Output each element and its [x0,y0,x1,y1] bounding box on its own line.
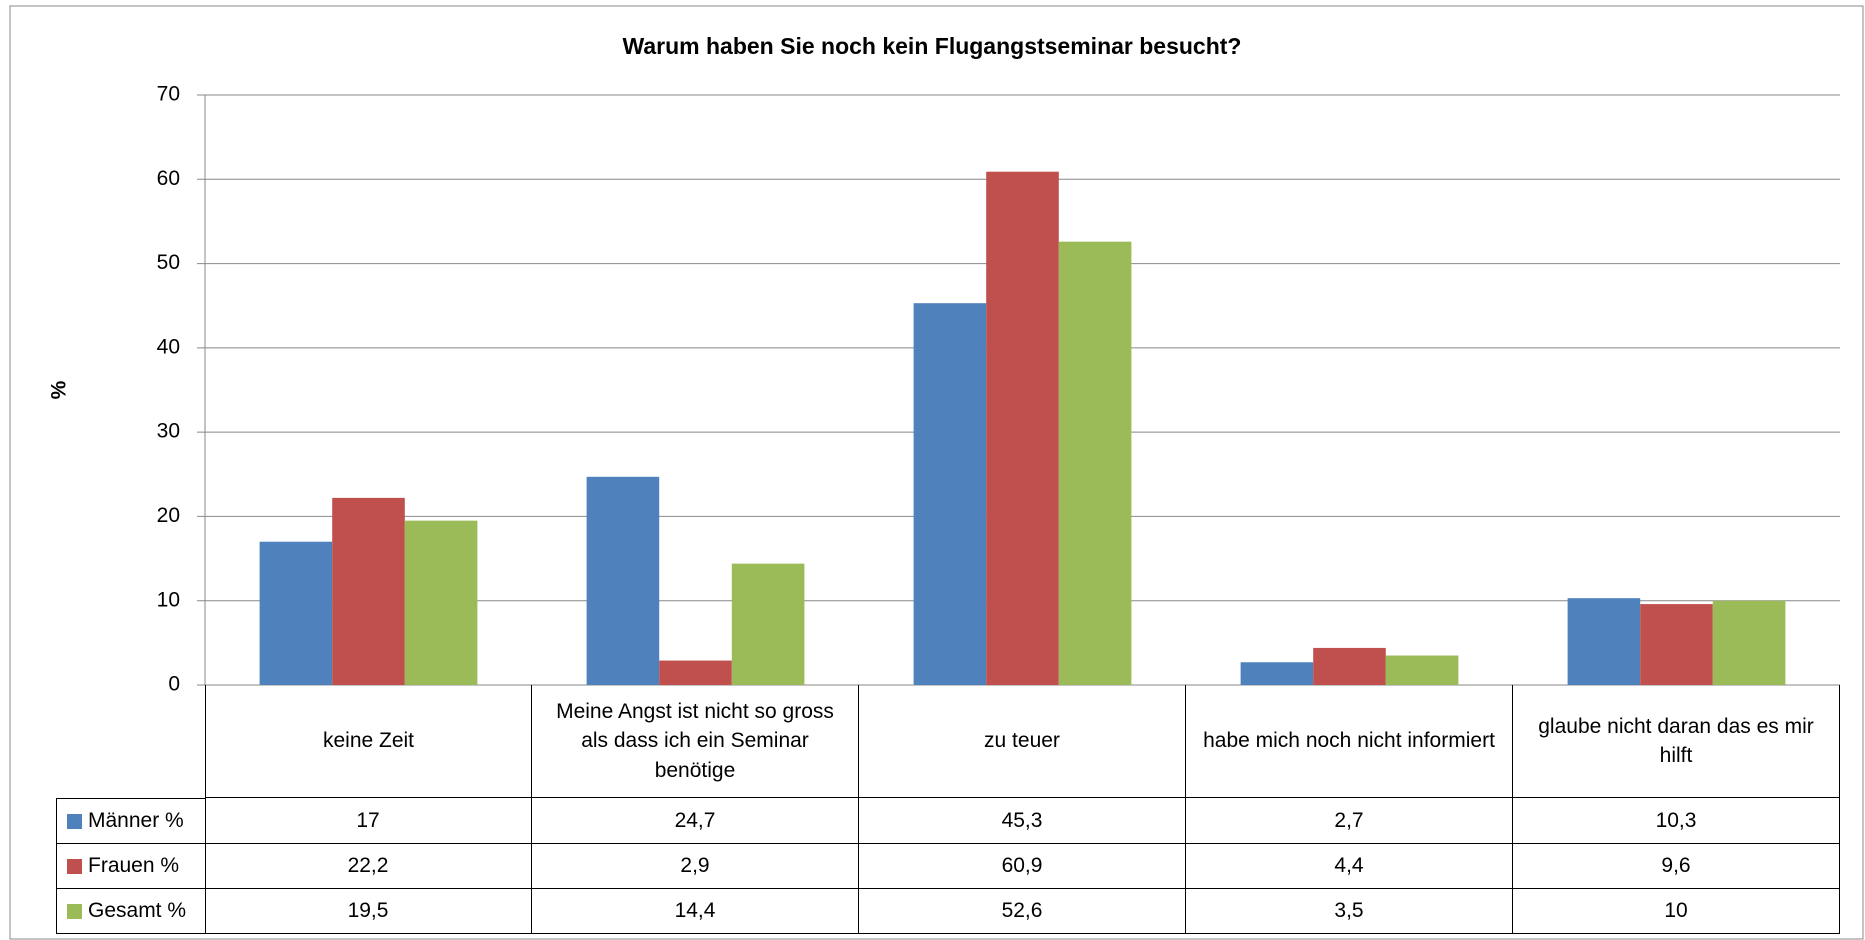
bar [731,563,805,685]
bar [659,660,732,685]
data-value: 52,6 [859,889,1186,934]
category-label: habe mich noch nicht informiert [1186,685,1513,798]
category-label: Meine Angst ist nicht so gross als dass … [532,685,859,798]
bar [1058,241,1132,685]
legend-entry: Frauen % [56,844,206,889]
y-tick-label: 50 [157,251,180,274]
y-tick-label: 60 [157,167,180,190]
legend-entry: Gesamt % [56,889,206,934]
bar [1712,600,1786,685]
bar [1240,662,1314,685]
data-value: 10,3 [1513,798,1840,844]
data-value: 60,9 [859,844,1186,889]
data-value: 17 [205,798,532,844]
data-value: 19,5 [205,889,532,934]
data-value: 9,6 [1513,844,1840,889]
legend-label: Männer % [88,809,184,833]
bar [1640,604,1713,685]
data-value: 24,7 [532,798,859,844]
chart-frame [9,5,1864,940]
data-value: 4,4 [1186,844,1513,889]
y-tick-label: 10 [157,588,180,611]
bar [259,541,333,685]
category-label: glaube nicht daran das es mir hilft [1513,685,1840,798]
y-tick-label: 40 [157,335,180,358]
category-label: zu teuer [859,685,1186,798]
y-tick-label: 30 [157,420,180,443]
data-value: 3,5 [1186,889,1513,934]
y-tick-label: 70 [157,83,180,106]
bar [586,476,660,685]
y-tick-label: 20 [157,504,180,527]
bar [986,171,1059,685]
legend-label: Gesamt % [88,899,187,923]
data-value: 10 [1513,889,1840,934]
data-value: 45,3 [859,798,1186,844]
bar [1385,655,1459,685]
data-value: 2,9 [532,844,859,889]
legend-swatch [67,813,82,829]
bar [913,303,987,685]
bar [1567,598,1641,685]
legend-swatch [67,858,82,874]
bar [1313,647,1386,685]
bar [404,520,478,685]
bar [332,497,405,685]
legend-label: Frauen % [88,854,180,878]
y-tick-label: 0 [168,673,180,696]
chart-title: Warum haben Sie noch kein Flugangstsemin… [623,33,1242,59]
legend-entry: Männer % [56,798,206,844]
category-label: keine Zeit [205,685,532,798]
y-axis-label: % [48,380,71,399]
data-value: 14,4 [532,889,859,934]
legend-swatch [67,903,82,919]
data-value: 22,2 [205,844,532,889]
data-value: 2,7 [1186,798,1513,844]
